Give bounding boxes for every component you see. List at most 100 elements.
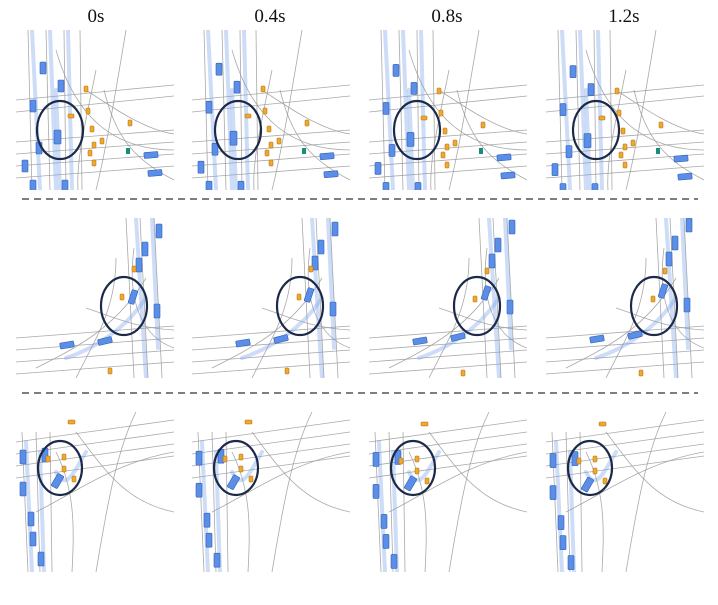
pedestrian-icon xyxy=(658,121,664,129)
vehicle-icon xyxy=(380,514,388,529)
lane-line xyxy=(231,49,350,151)
vehicle-icon xyxy=(591,183,599,190)
vehicle-icon xyxy=(233,80,241,94)
vehicle-icon xyxy=(565,145,573,158)
traffic-signal-icon xyxy=(126,148,130,154)
vehicle-icon xyxy=(203,512,211,528)
pedestrian-icon xyxy=(480,121,486,129)
vehicle-icon xyxy=(21,159,29,173)
pedestrian-icon xyxy=(452,139,458,147)
vehicle-icon xyxy=(19,481,27,497)
scene-panel xyxy=(369,412,527,572)
pedestrian-icon xyxy=(414,455,420,463)
lane-line xyxy=(369,349,527,363)
pedestrian-icon xyxy=(268,159,274,167)
lane-line xyxy=(192,349,350,363)
lane-line xyxy=(251,257,293,378)
lane-line xyxy=(369,337,527,351)
vehicle-icon xyxy=(195,482,203,498)
lane-line xyxy=(192,84,350,101)
lane-line xyxy=(35,451,174,513)
vehicle-icon xyxy=(559,535,567,550)
lane-line xyxy=(221,30,227,190)
lane-line xyxy=(16,455,174,479)
vehicle-icon xyxy=(317,239,325,255)
lane-line xyxy=(16,129,174,143)
lane-line xyxy=(63,30,67,190)
vehicle-icon xyxy=(677,172,693,181)
timestep-label: 0.4s xyxy=(254,6,285,27)
vehicle-icon xyxy=(229,130,238,146)
pedestrian-icon xyxy=(89,125,95,133)
lane-line xyxy=(546,84,704,101)
pedestrian-icon xyxy=(438,109,444,117)
lane-line xyxy=(565,431,571,572)
pedestrian-icon xyxy=(131,265,137,273)
vehicle-icon xyxy=(331,221,339,237)
lane-line xyxy=(448,30,480,190)
lane-line xyxy=(484,247,527,349)
scene-panel xyxy=(16,218,174,378)
vehicle-icon xyxy=(19,449,27,465)
pedestrian-icon xyxy=(238,453,244,461)
lane-line xyxy=(388,451,527,513)
vehicle-icon xyxy=(382,182,390,190)
vehicle-icon xyxy=(143,151,159,159)
lane-line xyxy=(95,412,137,572)
pedestrian-icon xyxy=(276,137,282,145)
vehicle-icon xyxy=(197,160,205,174)
vehicle-icon xyxy=(549,453,557,468)
vehicle-icon xyxy=(211,142,219,156)
timestep-label: 1.2s xyxy=(608,6,639,27)
lane-line xyxy=(55,451,74,572)
vehicle-icon xyxy=(567,555,575,570)
vehicle-icon xyxy=(155,223,163,239)
pedestrian-icon xyxy=(630,139,636,147)
vehicle-icon xyxy=(559,183,567,190)
lane-line xyxy=(546,419,704,443)
vehicle-icon xyxy=(569,65,577,78)
traffic-signal-icon xyxy=(302,148,306,154)
predicted-trajectory xyxy=(419,30,427,190)
vehicle-icon xyxy=(496,153,512,162)
pedestrian-icon xyxy=(244,113,252,119)
lane-line xyxy=(239,30,243,190)
pedestrian-icon xyxy=(398,457,404,465)
lane-line xyxy=(16,95,174,113)
lane-line xyxy=(95,30,127,190)
vehicle-icon xyxy=(147,169,163,177)
vehicle-icon xyxy=(414,182,422,190)
pedestrian-icon xyxy=(308,265,314,273)
scene-panel xyxy=(546,412,704,572)
pedestrian-icon xyxy=(284,367,290,375)
focus-circle-icon xyxy=(452,275,502,337)
lane-line xyxy=(192,95,350,113)
lane-line xyxy=(546,337,704,351)
lane-line xyxy=(416,30,420,190)
vehicle-icon xyxy=(549,485,557,500)
lane-line xyxy=(192,129,350,143)
lane-line xyxy=(16,419,174,443)
pedestrian-icon xyxy=(296,293,302,301)
vehicle-icon xyxy=(374,162,382,175)
lane-line xyxy=(369,165,527,179)
pedestrian-icon xyxy=(266,125,272,133)
lane-line xyxy=(153,218,163,378)
pedestrian-icon xyxy=(444,143,450,151)
pedestrian-icon xyxy=(268,141,274,149)
pedestrian-icon xyxy=(618,151,624,159)
pedestrian-icon xyxy=(91,159,97,167)
lane-line xyxy=(192,165,350,179)
focus-circle-icon xyxy=(392,99,442,161)
lane-line xyxy=(75,431,174,513)
lane-line xyxy=(402,431,406,572)
vehicle-icon xyxy=(587,83,595,96)
predicted-trajectory xyxy=(487,218,501,378)
vehicle-icon xyxy=(506,299,514,315)
vehicle-icon xyxy=(665,251,673,267)
scene-panel xyxy=(369,218,527,378)
vehicle-icon xyxy=(410,82,418,95)
vehicle-icon xyxy=(323,170,339,179)
lane-line xyxy=(506,218,516,378)
